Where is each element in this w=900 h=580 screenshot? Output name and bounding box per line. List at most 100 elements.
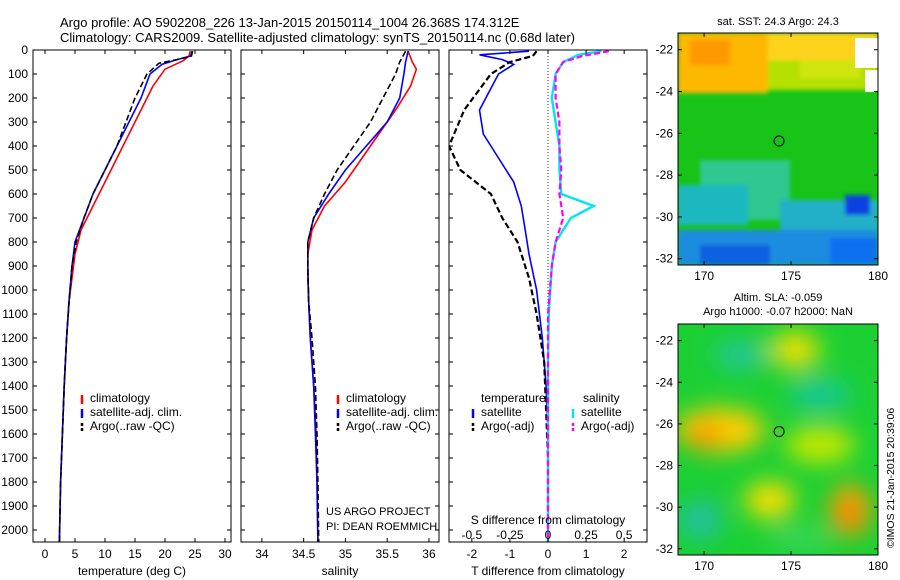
temperature-xtick-label: 20 (158, 547, 172, 561)
salinity-diff-tick-label: -0.25 (496, 528, 524, 542)
sst-map: sat. SST: 24.3 Argo: 24.3 170 175 180-2 (656, 16, 889, 283)
sst_map-lon-tick: 175 (781, 269, 801, 283)
salinity-legend-label: climatology (346, 391, 406, 405)
temperature-xtick-label: 5 (72, 547, 79, 561)
salinity-diff-tick-label: 0.5 (616, 528, 633, 542)
temperature-xtick-label: 0 (42, 547, 49, 561)
series-salinity-0 (307, 50, 418, 542)
sla_map-lon-tick: 175 (781, 559, 801, 573)
difference-xtick-label: -2 (467, 547, 478, 561)
depth-tick-label: 100 (8, 67, 28, 81)
temperature-frame (32, 49, 232, 543)
depth-tick-label: 1900 (1, 499, 28, 513)
imos-watermark: ©IMOS 21-Jan-2015 20:39:06 (885, 408, 897, 548)
temperature-xtick-label: 25 (188, 547, 202, 561)
depth-tick-label: 300 (8, 115, 28, 129)
salinity-xtick-label: 34 (255, 547, 269, 561)
depth-tick-label: 200 (8, 91, 28, 105)
depth-tick-label: 600 (8, 187, 28, 201)
salinity-diff-tick-label: 0 (545, 528, 552, 542)
salinity-xlabel: salinity (322, 564, 359, 578)
sla_map-lat-tick: -26 (656, 417, 674, 431)
sla-argo-marker (773, 426, 785, 438)
pi-credit: PI: DEAN ROEMMICH (326, 521, 437, 533)
salinity-xtick-label: 34.5 (292, 547, 316, 561)
difference-legend-label: Argo(-adj) (481, 419, 534, 433)
salinity-legend-label: satellite-adj. clim. (346, 405, 438, 419)
salinity-diff-xlabel: S difference from climatology (471, 513, 626, 527)
difference-xlabel: T difference from climatology (471, 564, 625, 578)
temperature-panel: 0 5 10 15 20 25 300100200300400500600700800900… (1, 43, 232, 578)
salinity-xtick-label: 36 (422, 547, 436, 561)
diff-series-0 (478, 50, 549, 542)
depth-tick-label: 1400 (1, 379, 28, 393)
depth-tick-label: 1000 (1, 283, 28, 297)
sla_map-lon-tick: 170 (694, 559, 714, 573)
series-salinity-2 (307, 50, 407, 542)
diff-series-3 (546, 50, 610, 542)
sst-land-mask (855, 38, 878, 68)
sla-frame (677, 323, 879, 556)
header-line1: Argo profile: AO 5902208_226 13-Jan-2015… (60, 15, 520, 30)
sla-map-subtitle: Argo h1000: -0.07 h2000: NaN (703, 306, 853, 318)
temperature-xtick-label: 15 (128, 547, 142, 561)
depth-tick-label: 700 (8, 211, 28, 225)
sla-map: Altim. SLA: -0.059 Argo h1000: -0.07 h20… (656, 292, 889, 573)
sst_map-lon-tick: 180 (868, 269, 888, 283)
sla-field (678, 332, 870, 550)
series-temperature-2 (58, 51, 194, 542)
sla-axes: 170 175 180 -22 -24 -26 -28 -30 -32 (656, 324, 888, 573)
temperature-xlabel: temperature (deg C) (78, 564, 186, 578)
temperature-legend-label: satellite-adj. clim. (90, 405, 182, 419)
diff-series-2 (546, 50, 602, 542)
sst-map-title: sat. SST: 24.3 Argo: 24.3 (717, 16, 839, 28)
depth-tick-label: 1800 (1, 475, 28, 489)
depth-tick-label: 2000 (1, 523, 28, 537)
difference-panel: -2 -1 0 1 2 -0.5 -0.25 0 0.25 0.5S difference fro… (448, 49, 648, 578)
depth-tick-label: 1700 (1, 451, 28, 465)
temperature-legend-label: climatology (90, 391, 150, 405)
depth-tick-label: 400 (8, 139, 28, 153)
sst_map-lat-tick: -24 (656, 85, 674, 99)
depth-tick-label: 900 (8, 259, 28, 273)
sst_map-lat-tick: -30 (656, 210, 674, 224)
sla_map-lat-tick: -22 (656, 334, 674, 348)
sst_map-lat-tick: -28 (656, 168, 674, 182)
salinity-legend-label: Argo(..raw -QC) (346, 419, 431, 433)
sst-axes: 170 175 180 -22 -24 -26 -28 -30 -32 (656, 33, 888, 283)
depth-tick-label: 1300 (1, 355, 28, 369)
temperature-legend-label: Argo(..raw -QC) (90, 419, 175, 433)
sla_map-lat-tick: -30 (656, 500, 674, 514)
salinity-panel: 34 34.5 35 35.5 36 salinity climatologysatelli… (240, 49, 440, 578)
temperature-xtick-label: 30 (218, 547, 232, 561)
salinity-xtick-label: 35 (339, 547, 353, 561)
diff-series-1 (449, 50, 550, 542)
sla_map-lat-tick: -28 (656, 459, 674, 473)
difference-xtick-label: -1 (505, 547, 516, 561)
sst_map-lat-tick: -32 (656, 252, 674, 266)
sst-frame (677, 32, 879, 266)
difference-legend-label: satellite (581, 405, 622, 419)
header-line2: Climatology: CARS2009. Satellite-adjuste… (60, 30, 575, 45)
difference-legend-label: satellite (481, 405, 522, 419)
sla_map-lat-tick: -32 (656, 542, 674, 556)
project-credit: US ARGO PROJECT (326, 506, 431, 518)
depth-tick-label: 0 (21, 43, 28, 57)
legend-title-temperature: temperature (481, 391, 546, 405)
sst_map-lat-tick: -26 (656, 126, 674, 140)
legend-title-salinity: salinity (583, 391, 620, 405)
difference-xtick-label: 0 (545, 547, 552, 561)
depth-tick-label: 800 (8, 235, 28, 249)
sst-argo-marker (773, 135, 785, 147)
depth-tick-label: 1200 (1, 331, 28, 345)
sla_map-lon-tick: 180 (868, 559, 888, 573)
salinity-diff-tick-label: 0.25 (574, 528, 598, 542)
difference-legend-label: Argo(-adj) (581, 419, 634, 433)
depth-tick-label: 1100 (2, 307, 28, 321)
series-salinity-1 (307, 51, 409, 542)
difference-xtick-label: 1 (583, 547, 590, 561)
sla_map-lat-tick: -24 (656, 375, 674, 389)
sla-map-title: Altim. SLA: -0.059 (734, 292, 823, 304)
sst_map-lon-tick: 170 (694, 269, 714, 283)
